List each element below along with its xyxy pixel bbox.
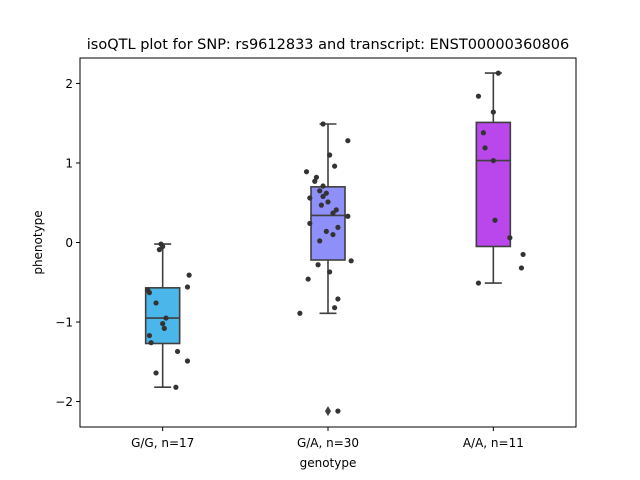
y-tick-label: 0 [65, 236, 73, 250]
y-tick-label: 2 [65, 77, 73, 91]
data-point [335, 408, 341, 414]
data-point [303, 169, 310, 175]
x-axis: G/G, n=17 G/A, n=30 A/A, n=11 [131, 427, 524, 450]
data-point [323, 228, 329, 234]
data-point [330, 231, 336, 238]
data-point [161, 325, 167, 331]
data-point [330, 210, 336, 216]
data-point [327, 152, 333, 158]
data-point [325, 199, 331, 205]
x-tick-label: G/G, n=17 [131, 436, 194, 450]
data-point [312, 178, 318, 184]
data-point [163, 315, 169, 321]
x-axis-label: genotype [300, 456, 357, 470]
data-point [475, 93, 482, 99]
data-point [320, 121, 326, 127]
data-point [186, 272, 192, 278]
data-point [327, 269, 333, 275]
data-point [174, 348, 181, 355]
y-tick-label: 1 [65, 156, 73, 170]
data-point [507, 235, 513, 241]
data-point [333, 207, 339, 213]
data-point [146, 290, 153, 296]
data-points [145, 70, 526, 414]
chart-title: isoQTL plot for SNP: rs9612833 and trans… [87, 37, 569, 53]
data-point [490, 157, 496, 164]
data-point [156, 247, 162, 253]
data-point [495, 70, 501, 76]
data-point [482, 145, 488, 151]
data-point [317, 238, 323, 244]
data-point [320, 183, 326, 189]
data-point [475, 280, 482, 286]
data-point [335, 296, 341, 302]
boxes [144, 72, 512, 417]
data-point [318, 202, 324, 208]
x-tick-label: G/A, n=30 [297, 436, 359, 450]
box-1 [310, 123, 346, 417]
data-point [305, 276, 311, 282]
box-2 [475, 72, 512, 284]
box-iqr [475, 121, 512, 248]
data-point [317, 188, 323, 194]
data-point [313, 174, 320, 180]
data-point [323, 190, 329, 196]
data-point [332, 163, 338, 169]
data-point [332, 305, 338, 311]
data-point [518, 265, 525, 271]
data-point [160, 321, 166, 327]
outlier-marker [325, 406, 331, 417]
data-point [480, 130, 487, 136]
y-axis: 2 1 0 −1 −2 [55, 77, 80, 409]
data-point [173, 384, 179, 390]
data-point [160, 243, 166, 250]
data-point [320, 193, 326, 199]
y-tick-label: −1 [55, 316, 73, 330]
data-point [146, 332, 153, 339]
data-point [307, 220, 313, 227]
data-point [348, 258, 354, 264]
box-0 [144, 243, 181, 389]
data-point [335, 224, 341, 230]
y-axis-label: phenotype [31, 210, 45, 274]
data-point [490, 109, 496, 115]
box-iqr [144, 287, 181, 345]
data-point [148, 340, 154, 346]
data-point [307, 195, 313, 201]
data-point [315, 262, 321, 268]
x-tick-label: A/A, n=11 [463, 436, 524, 450]
y-tick-label: −2 [55, 395, 73, 409]
data-point [520, 251, 526, 258]
data-point [345, 213, 351, 219]
data-point [345, 138, 351, 144]
data-point [297, 310, 303, 316]
data-point [184, 284, 191, 290]
data-point [184, 358, 191, 364]
data-point [153, 370, 159, 376]
data-point [492, 217, 498, 223]
box-iqr [310, 186, 346, 261]
data-point [153, 300, 159, 306]
